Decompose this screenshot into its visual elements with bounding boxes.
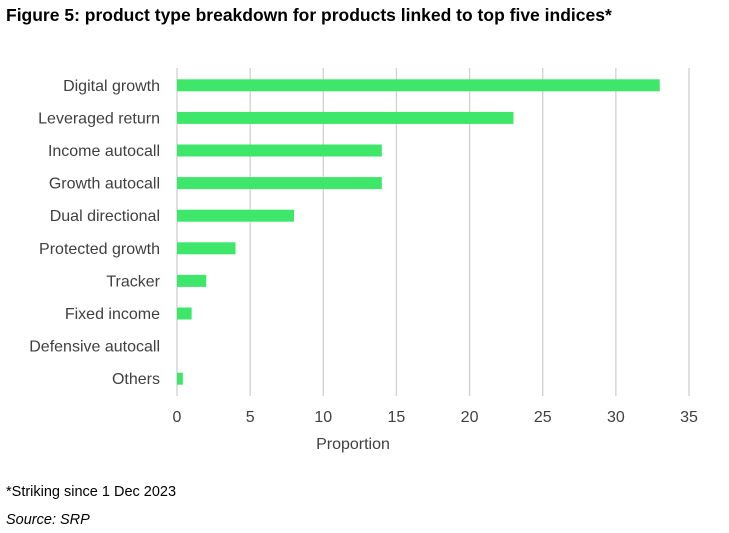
category-labels: Digital growth Leveraged return Income aut… <box>29 78 160 388</box>
category-label: Dual directional <box>50 208 160 225</box>
bar <box>177 177 382 190</box>
x-tick-label: 20 <box>461 409 479 426</box>
grid-lines <box>176 68 690 396</box>
x-tick-label: 30 <box>607 409 625 426</box>
bar <box>177 372 183 385</box>
bars <box>177 79 660 385</box>
bar <box>177 242 236 255</box>
category-label: Growth autocall <box>49 176 160 193</box>
chart-title: Figure 5: product type breakdown for pro… <box>6 5 612 25</box>
x-tick-label: 5 <box>246 409 255 426</box>
category-label: Protected growth <box>39 241 160 258</box>
bar <box>177 274 207 287</box>
bar <box>177 144 382 157</box>
x-tick-label: 25 <box>534 409 552 426</box>
footnote: *Striking since 1 Dec 2023 <box>6 484 177 500</box>
x-tick-label: 10 <box>314 409 332 426</box>
bar <box>177 111 514 124</box>
category-label: Tracker <box>106 273 160 290</box>
category-label: Leveraged return <box>38 110 160 127</box>
bar <box>177 79 660 92</box>
category-label: Digital growth <box>63 78 160 95</box>
x-axis-label: Proportion <box>316 436 390 453</box>
x-tick-label: 15 <box>388 409 406 426</box>
x-tick-labels: 0 5 10 15 20 25 30 35 <box>173 409 698 426</box>
category-label: Others <box>112 371 160 388</box>
source-note: Source: SRP <box>6 512 90 528</box>
x-tick-label: 35 <box>680 409 698 426</box>
category-label: Fixed income <box>65 306 160 323</box>
bar <box>177 209 295 222</box>
bar <box>177 307 192 320</box>
category-label: Income autocall <box>48 143 160 160</box>
bar-chart: Digital growth Leveraged return Income aut… <box>29 68 698 453</box>
category-label: Defensive autocall <box>29 339 160 356</box>
x-tick-label: 0 <box>173 409 182 426</box>
